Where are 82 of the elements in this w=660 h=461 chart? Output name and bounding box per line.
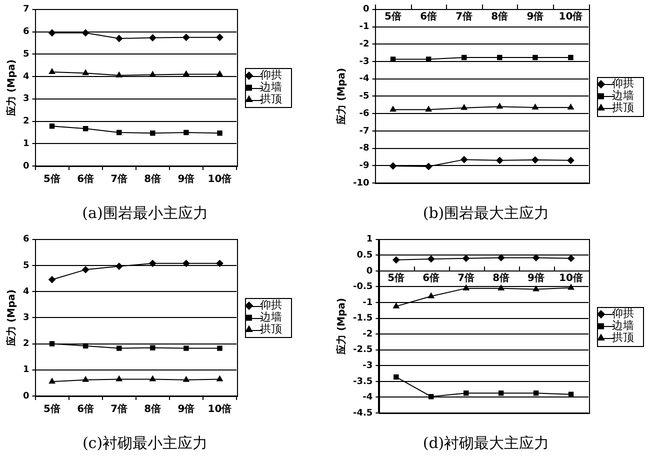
x-tick-label: 6倍 [77,403,94,416]
x-tick-label: 5倍 [388,272,405,284]
y-tick-label: 2 [22,339,30,350]
text: (a)围岩最小主应力 [82,204,208,222]
y-tick-label: 6 [22,234,30,245]
x-tick-label: 8倍 [144,403,162,416]
legend-label: 拱顶 [260,322,282,336]
x-tick-label: 7倍 [110,173,128,186]
y-tick-label: -1 [359,22,370,32]
legend-label: 边墙 [612,89,634,102]
x-tick-label: 5倍 [44,403,61,416]
y-tick-label: -3.5 [352,376,373,387]
text: (c)衬砌最小主应力 [82,434,208,452]
y-axis-title: 应力 (Mpa) [6,289,18,347]
x-tick-label: 10倍 [559,272,583,284]
legend-label: 仰拱 [260,68,282,82]
y-tick-label: 4 [22,286,30,297]
y-tick-label: 0 [362,4,370,15]
x-tick-label: 7倍 [458,272,475,284]
x-tick-label: 5倍 [384,10,402,22]
x-tick-label: 6倍 [420,10,438,22]
legend-label: 边墙 [612,319,634,332]
y-tick-label: -1 [362,298,373,308]
y-tick-label: -5 [359,92,370,102]
y-tick-label: -9 [359,160,370,171]
x-tick-label: 6倍 [422,272,440,284]
x-tick-label: 10倍 [208,173,232,186]
legend-label: 边墙 [260,310,282,324]
x-tick-label: 9倍 [528,272,545,284]
x-tick-label: 10倍 [558,10,583,22]
y-axis-title: 应力 (Mpa) [336,298,348,356]
x-tick-label: 5倍 [44,173,61,186]
legend-label: 边墙 [260,80,282,94]
y-tick-label: -1.5 [352,314,373,324]
y-tick-label: 5 [22,260,30,271]
legend-label: 拱顶 [260,92,282,106]
y-tick-label: -8 [359,144,370,154]
y-axis-title: 应力 (Mpa) [336,68,348,126]
x-tick-label: 9倍 [178,403,195,416]
y-tick-label: -10 [352,178,370,188]
x-tick-label: 9倍 [526,10,544,22]
legend-label: 拱顶 [612,331,634,344]
text: (b)围岩最大主应力 [422,204,550,222]
y-tick-label: -4.5 [352,408,373,418]
y-tick-label: 5 [22,49,30,60]
x-tick-label: 8倍 [144,173,162,186]
y-tick-label: -6 [359,108,370,119]
legend-label: 仰拱 [612,307,634,320]
y-tick-label: 4 [22,72,30,82]
y-tick-label: -3 [359,56,370,67]
y-tick-label: 1 [366,234,373,245]
y-tick-label: -4 [362,392,373,403]
y-axis-title: 应力 (Mpa) [6,59,18,117]
x-tick-label: 9倍 [178,173,195,186]
y-tick-label: 1 [22,138,30,149]
x-tick-label: 7倍 [456,10,473,22]
y-tick-label: -3 [362,361,373,371]
x-tick-label: 10倍 [208,403,232,416]
legend-label: 仰拱 [260,298,282,312]
y-tick-label: 3 [22,313,30,324]
y-tick-label: -2.5 [352,345,373,356]
y-tick-label: -0.5 [352,282,373,292]
y-tick-label: 0 [22,161,30,172]
text: (d)衬砌最大主应力 [422,434,550,452]
y-tick-label: -4 [359,74,370,84]
y-tick-label: 2 [22,116,30,127]
legend-label: 拱顶 [612,101,634,114]
y-tick-label: -7 [359,126,370,136]
x-tick-label: 8倍 [492,272,510,284]
y-tick-label: 3 [22,94,30,104]
y-tick-label: -2 [359,39,370,50]
y-tick-label: -2 [362,329,373,340]
legend-label: 仰拱 [612,77,634,90]
x-tick-label: 6倍 [77,173,94,186]
y-tick-label: 0.5 [356,250,373,261]
y-tick-label: 1 [22,365,30,376]
y-tick-label: 7 [22,4,30,15]
x-tick-label: 7倍 [110,403,128,416]
y-tick-label: 0 [22,391,30,402]
y-tick-label: 0 [366,266,373,276]
y-tick-label: 6 [22,27,30,38]
x-tick-label: 8倍 [491,10,508,22]
